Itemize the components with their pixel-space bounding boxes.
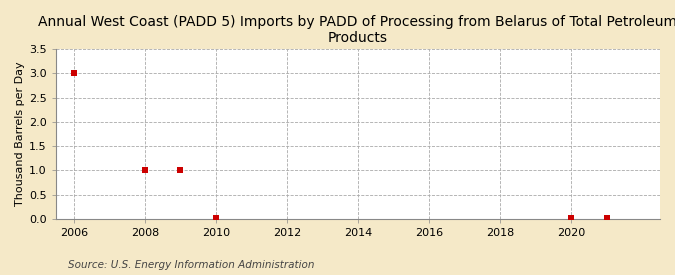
Y-axis label: Thousand Barrels per Day: Thousand Barrels per Day [15,62,25,206]
Point [566,216,576,221]
Text: Source: U.S. Energy Information Administration: Source: U.S. Energy Information Administ… [68,260,314,270]
Point [175,168,186,173]
Title: Annual West Coast (PADD 5) Imports by PADD of Processing from Belarus of Total P: Annual West Coast (PADD 5) Imports by PA… [38,15,675,45]
Point [211,216,221,221]
Point [68,71,79,76]
Point [139,168,150,173]
Point [601,215,612,220]
